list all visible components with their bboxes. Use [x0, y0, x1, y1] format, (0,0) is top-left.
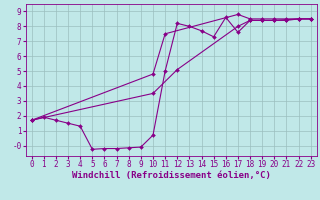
X-axis label: Windchill (Refroidissement éolien,°C): Windchill (Refroidissement éolien,°C): [72, 171, 271, 180]
